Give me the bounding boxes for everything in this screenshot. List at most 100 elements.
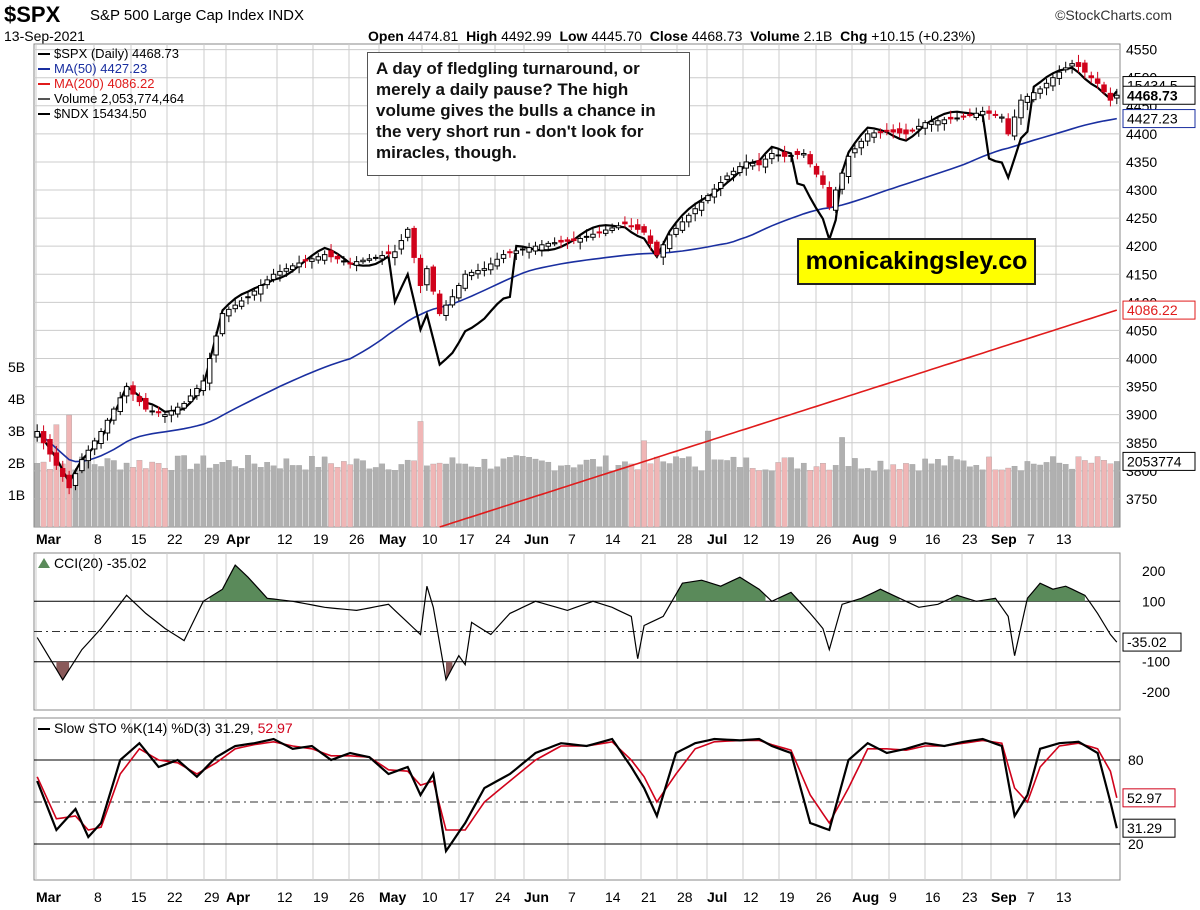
volume-bar (698, 470, 705, 528)
candle-body (526, 247, 532, 253)
candle-body (1088, 75, 1094, 79)
volume-bar (832, 465, 839, 528)
candle-body (341, 260, 347, 263)
sto-legend: Slow STO %K(14) %D(3) 31.29, 52.97 (54, 720, 293, 736)
volume-bar (206, 467, 213, 528)
price-tag-label: 4086.22 (1127, 302, 1178, 318)
volume-bar (430, 463, 437, 528)
volume-bar (436, 462, 443, 528)
candle-body (1075, 62, 1082, 67)
x-tick-label: 12 (277, 889, 293, 905)
x-tick-label: 17 (459, 889, 475, 905)
volume-bar (602, 455, 609, 528)
candle-body (1050, 77, 1056, 87)
x-tick-label: 19 (313, 531, 329, 547)
x-tick-label: 9 (889, 889, 897, 905)
candle-body (596, 231, 603, 234)
volume-bar (737, 467, 743, 528)
candle-body (603, 229, 609, 234)
candle-body (181, 402, 187, 409)
volume-bar (858, 468, 865, 528)
x-tick-label: 19 (779, 531, 795, 547)
volume-bar (941, 465, 948, 528)
x-tick-label: 7 (568, 889, 576, 905)
x-tick-label: 22 (167, 889, 183, 905)
volume-bar (309, 456, 315, 528)
candle-body (628, 225, 635, 228)
volume-bar (570, 467, 577, 528)
low-label: Low (559, 28, 588, 44)
volume-bar (136, 460, 143, 528)
volume-bar (475, 467, 481, 528)
candle-body (449, 296, 456, 306)
x-tick-label: May (379, 889, 406, 905)
volume-bar (551, 470, 558, 528)
candle-body (481, 268, 488, 271)
volume-bar (200, 455, 207, 528)
volume-bar (762, 469, 769, 528)
candle-body (737, 166, 743, 174)
candle-body (877, 131, 884, 134)
candle-body (692, 208, 698, 215)
volume-bar (807, 470, 814, 528)
volume-bar (1113, 461, 1120, 528)
volume-bar (992, 469, 999, 528)
cci-y-label: -100 (1142, 654, 1170, 670)
volume-bar (1082, 460, 1088, 528)
volume-bar (986, 456, 992, 528)
cci-overbought-fill (209, 565, 287, 602)
volume-bar (507, 457, 513, 528)
candle-body (245, 296, 251, 299)
candle-body (832, 189, 839, 211)
chg-label: Chg (840, 28, 868, 44)
x-tick-label: 13 (1056, 531, 1072, 547)
price-tag (1122, 85, 1196, 105)
low-value: 4445.70 (591, 28, 642, 44)
volume-bar (864, 468, 871, 528)
annotation-note: A day of fledgling turnaround, or merely… (367, 52, 690, 176)
x-tick-label: 16 (925, 889, 941, 905)
candle-body (143, 397, 149, 410)
candle-body (385, 251, 392, 255)
candle-body (462, 273, 468, 289)
volume-bar (781, 457, 788, 528)
volume-bar (998, 469, 1005, 528)
volume-bar (558, 465, 564, 528)
volume-bar (104, 458, 111, 528)
x-tick-label: 22 (167, 531, 183, 547)
candle-body (999, 116, 1005, 119)
candle-body (909, 129, 916, 132)
x-tick-label: 26 (349, 531, 365, 547)
volume-axis-label: 3B (8, 423, 25, 439)
candle-body (705, 195, 711, 202)
x-tick-label: 26 (816, 531, 832, 547)
volume-bar (302, 469, 309, 528)
volume-bar (590, 459, 596, 528)
volume-bar (596, 466, 603, 528)
candle-body (660, 244, 666, 258)
candle-body (1011, 116, 1018, 137)
volume-bar (685, 456, 692, 528)
volume-bar (743, 457, 750, 528)
sto-tag-label: 31.29 (1127, 820, 1162, 836)
volume-bar (334, 467, 341, 528)
volume-bar (462, 463, 469, 528)
volume-bar (238, 468, 245, 528)
volume-bar (947, 455, 954, 528)
candle-body (417, 257, 424, 287)
candle-body (896, 128, 903, 134)
candle-body (360, 259, 366, 263)
volume-bar (34, 463, 41, 528)
x-tick-label: Jun (524, 889, 549, 905)
volume-bar (794, 468, 801, 528)
chg-value: +10.15 (+0.23%) (871, 28, 976, 44)
volume-bar (53, 424, 60, 528)
x-tick-label: Jul (707, 531, 727, 547)
x-tick-label: 28 (677, 889, 693, 905)
candle-body (609, 227, 615, 231)
candle-body (251, 290, 258, 296)
volume-bar (800, 462, 807, 528)
candle-body (104, 419, 111, 434)
y-tick-label: 4550 (1126, 42, 1157, 58)
